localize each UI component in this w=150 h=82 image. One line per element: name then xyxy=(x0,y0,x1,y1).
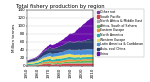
Y-axis label: Million tonnes: Million tonnes xyxy=(12,24,16,52)
Title: Total fishery production by region: Total fishery production by region xyxy=(16,4,104,9)
Legend: Other nat, South Pacific, North Africa & Middle East, Africa, South of Sahara, E: Other nat, South Pacific, North Africa &… xyxy=(95,9,144,57)
